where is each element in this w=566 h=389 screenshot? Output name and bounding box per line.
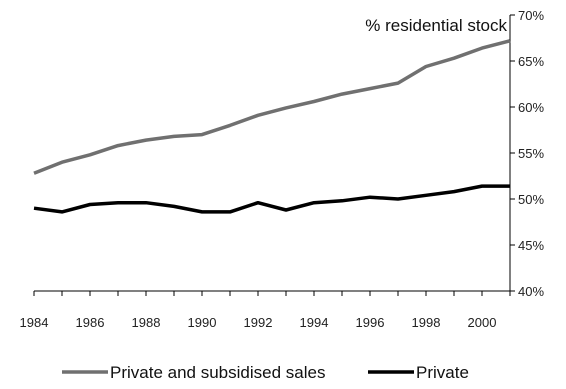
y-tick-label: 50% [518,192,544,207]
legend: Private and subsidised sales Private [62,363,469,382]
legend-label-1: Private [416,363,469,382]
plot-area: 1984 1986 1988 1990 1992 1994 1996 1998 2000 40% 4… [20,8,545,330]
series-line-1 [33,184,510,214]
x-tick-label: 1984 [20,315,49,330]
x-tick-label: 1986 [76,315,105,330]
y-axis-label: % residential stock [365,16,507,35]
y-tick-label: 65% [518,54,544,69]
y-tick-label: 55% [518,146,544,161]
x-tick-label: 1990 [188,315,217,330]
x-tick-label: 1988 [132,315,161,330]
x-tick-label: 1998 [412,315,441,330]
y-tick-label: 70% [518,8,544,23]
x-tick-label: 1994 [300,315,329,330]
y-tick-label: 45% [518,238,544,253]
legend-label-0: Private and subsidised sales [110,363,325,382]
y-tick-label: 40% [518,284,544,299]
x-tick-label: 1992 [244,315,273,330]
x-tick-label: 1996 [356,315,385,330]
y-tick-label: 60% [518,100,544,115]
series-line-0 [33,39,511,175]
x-tick-label: 2000 [468,315,497,330]
